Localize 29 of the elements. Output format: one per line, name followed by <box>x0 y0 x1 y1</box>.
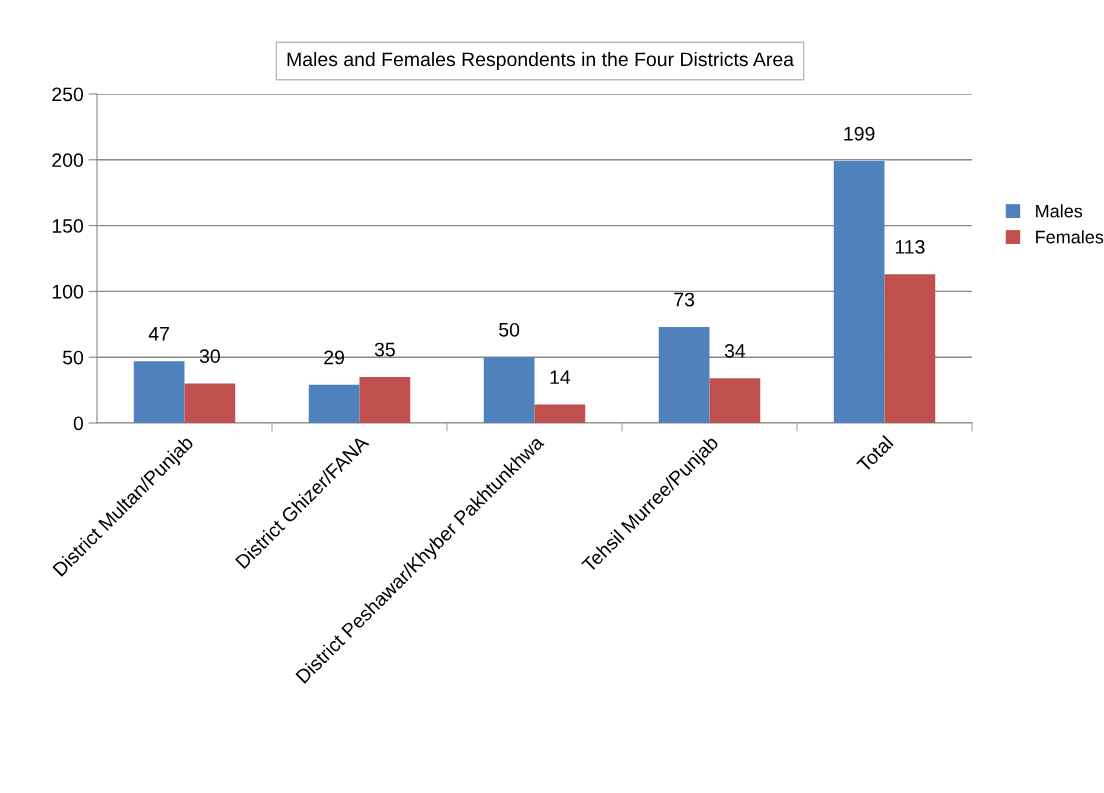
bar <box>833 161 885 423</box>
data-label: 30 <box>199 349 220 364</box>
bar <box>884 274 936 423</box>
bar <box>359 376 411 423</box>
data-label: 34 <box>724 343 746 358</box>
data-label: 113 <box>895 240 925 254</box>
bar <box>534 404 586 423</box>
y-tick-label: 250 <box>52 87 84 102</box>
bar <box>709 378 761 423</box>
y-tick-label: 50 <box>62 350 84 365</box>
legend-label: Females <box>1036 230 1104 244</box>
data-label: 47 <box>148 327 169 341</box>
bar <box>483 357 535 423</box>
y-tick-label: 0 <box>73 416 84 431</box>
data-label: 199 <box>844 126 875 141</box>
data-label: 29 <box>324 350 345 365</box>
bar <box>133 361 185 423</box>
data-label: 14 <box>550 370 571 384</box>
data-label: 35 <box>374 342 395 357</box>
legend-label: Males <box>1036 204 1083 218</box>
data-label: 50 <box>499 322 520 337</box>
y-tick-label: 100 <box>52 284 84 299</box>
chart-title: Males and Females Respondents in the Four Districts Area <box>287 51 794 71</box>
bar <box>184 383 236 423</box>
y-tick-label: 150 <box>52 219 84 233</box>
y-tick-label: 200 <box>52 153 84 168</box>
bar <box>658 326 710 423</box>
data-label: 73 <box>674 292 695 307</box>
bar <box>308 384 360 423</box>
